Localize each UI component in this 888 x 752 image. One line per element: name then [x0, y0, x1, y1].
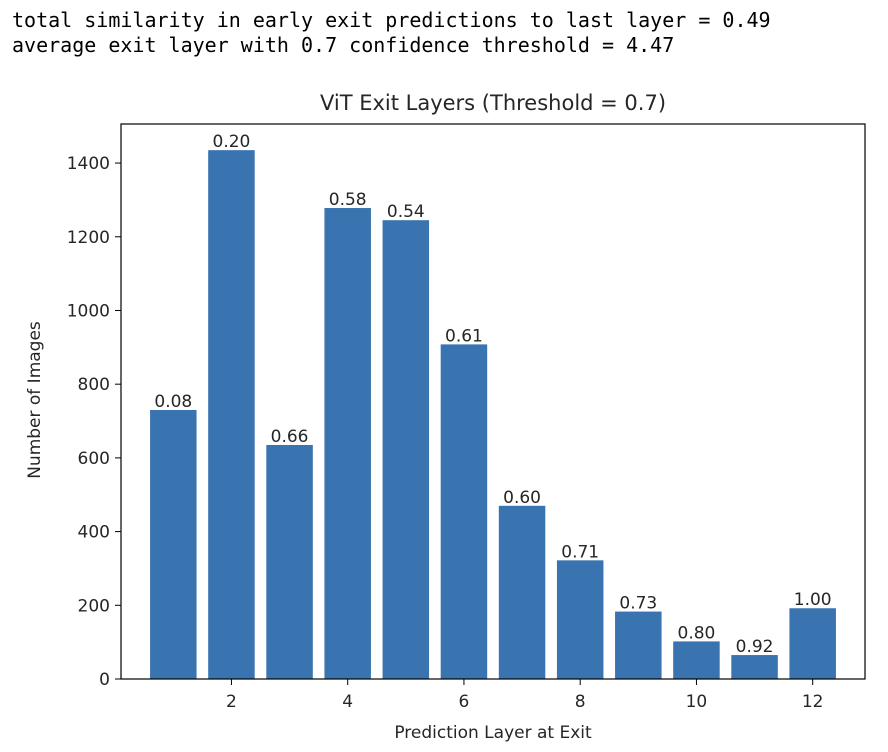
- bar-value-label: 1.00: [794, 590, 832, 610]
- y-tick-label: 0: [99, 670, 110, 690]
- bar-layer-8: [556, 560, 604, 679]
- y-tick-label: 1000: [67, 301, 110, 321]
- y-tick-label: 600: [78, 449, 110, 469]
- bar-value-label: 0.92: [736, 637, 774, 657]
- chart-title: ViT Exit Layers (Threshold = 0.7): [320, 91, 666, 115]
- bar-layer-7: [498, 505, 546, 679]
- console-output: total similarity in early exit predictio…: [12, 8, 771, 58]
- bar-value-label: 0.58: [329, 190, 367, 210]
- bar-layer-6: [440, 344, 488, 679]
- bar-layer-9: [615, 611, 662, 679]
- y-axis: 0 200 400 600 800 1000 1200 1400: [67, 154, 121, 690]
- bar-layer-5: [382, 220, 430, 680]
- x-tick-label: 4: [342, 692, 353, 712]
- bar-value-label: 0.73: [619, 594, 657, 614]
- bar-layer-1: [150, 409, 197, 679]
- x-tick-label: 8: [575, 692, 586, 712]
- bar-layer-4: [324, 208, 371, 679]
- bar-value-label: 0.54: [387, 202, 425, 222]
- bar-value-label: 0.66: [271, 427, 309, 447]
- y-tick-label: 1400: [67, 154, 110, 174]
- bars-group: [150, 150, 836, 680]
- y-tick-label: 1200: [67, 228, 110, 248]
- x-tick-label: 6: [459, 692, 470, 712]
- x-tick-label: 10: [686, 692, 708, 712]
- bar-layer-12: [789, 608, 836, 679]
- bar-value-label: 0.20: [213, 132, 251, 152]
- x-axis-label: Prediction Layer at Exit: [394, 723, 592, 743]
- bar-value-label: 0.08: [154, 392, 192, 412]
- bar-layer-11: [731, 655, 778, 679]
- y-tick-label: 400: [78, 523, 110, 543]
- bar-labels-group: 0.08 0.20 0.66 0.58 0.54 0.61 0.60 0.71 0.73 0.80…: [154, 132, 831, 657]
- x-axis: 2 4 6 8 10 12: [226, 679, 824, 712]
- similarity-line: total similarity in early exit predictio…: [12, 8, 771, 32]
- bar-value-label: 0.71: [561, 542, 599, 562]
- plot-frame: [120, 123, 866, 680]
- x-tick-label: 12: [802, 692, 824, 712]
- bar-value-label: 0.80: [678, 623, 716, 643]
- bar-layer-2: [208, 150, 255, 679]
- y-tick-label: 200: [78, 596, 110, 616]
- y-tick-label: 800: [78, 375, 110, 395]
- y-axis-label: Number of Images: [25, 321, 45, 479]
- exit-layer-line: average exit layer with 0.7 confidence t…: [12, 33, 675, 57]
- x-tick-label: 2: [226, 692, 237, 712]
- bar-value-label: 0.60: [503, 488, 541, 508]
- bar-layer-3: [266, 444, 313, 679]
- bar-layer-10: [673, 641, 720, 679]
- bar-value-label: 0.61: [445, 326, 483, 346]
